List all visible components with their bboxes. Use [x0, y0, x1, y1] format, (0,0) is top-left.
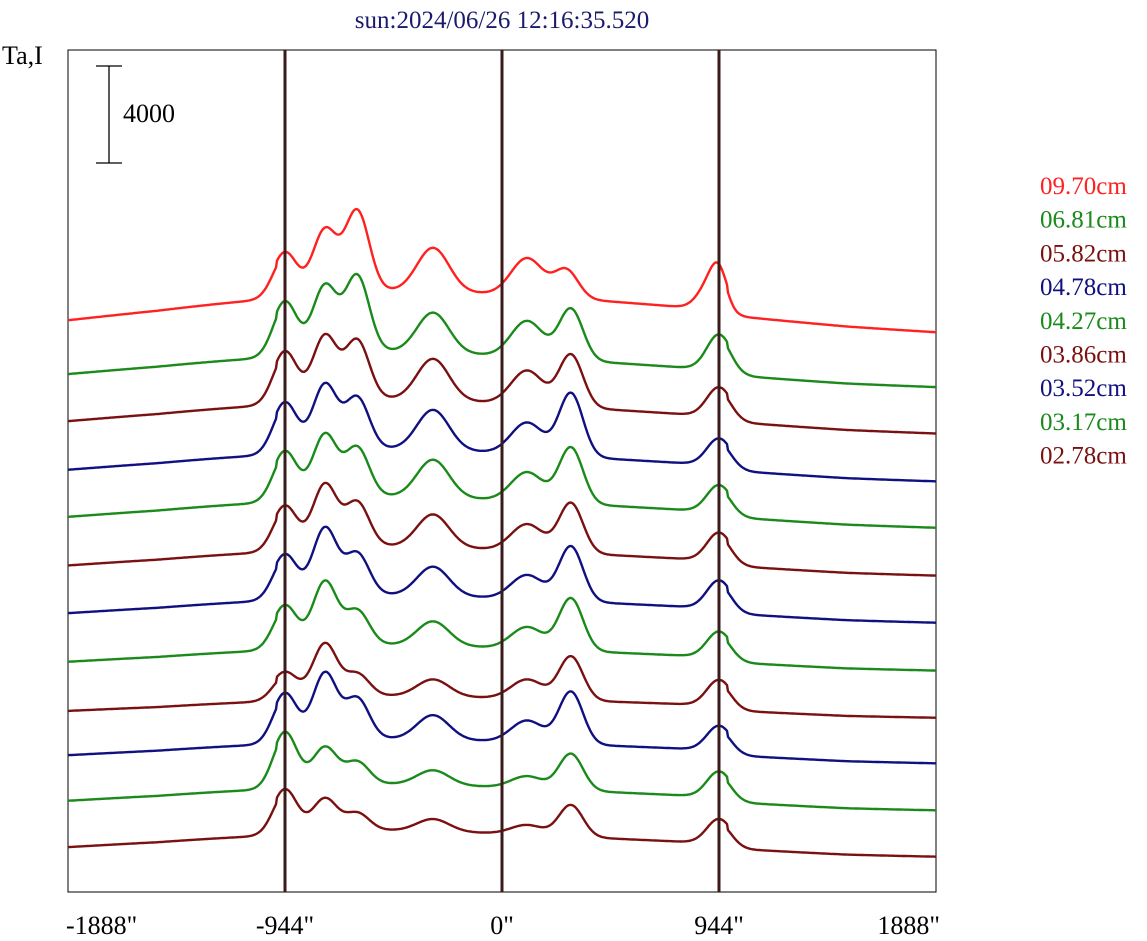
- legend-entry: 03.86cm: [1040, 342, 1127, 369]
- legend-entry: 06.81cm: [1040, 207, 1127, 234]
- vertical-markers: [283, 50, 721, 892]
- chart-title: sun:2024/06/26 12:16:35.520: [355, 7, 649, 34]
- x-tick-label: -944": [256, 911, 314, 940]
- x-tick-label: 0": [490, 911, 514, 940]
- legend-entry: 03.52cm: [1040, 375, 1127, 402]
- legend-entry: 09.70cm: [1040, 173, 1127, 200]
- legend-entry: 04.27cm: [1040, 308, 1127, 335]
- legend-entry: 04.78cm: [1040, 274, 1127, 301]
- x-tick-label: 944": [694, 911, 744, 940]
- legend-entry: 05.82cm: [1040, 240, 1127, 267]
- x-tick-label: 1888": [877, 911, 940, 940]
- legend-entry: 02.78cm: [1040, 443, 1127, 470]
- scale-bar: 4000: [96, 65, 175, 164]
- y-axis-label: Ta,I: [2, 41, 43, 70]
- legend-entry: 03.17cm: [1040, 409, 1127, 436]
- legend: 09.70cm 06.81cm 05.82cm 04.78cm 04.27cm 03.86…: [1040, 173, 1127, 470]
- x-tick-labels: -1888" -944" 0" 944" 1888": [66, 911, 940, 940]
- scale-bar-label: 4000: [123, 99, 175, 128]
- x-tick-label: -1888": [66, 911, 137, 940]
